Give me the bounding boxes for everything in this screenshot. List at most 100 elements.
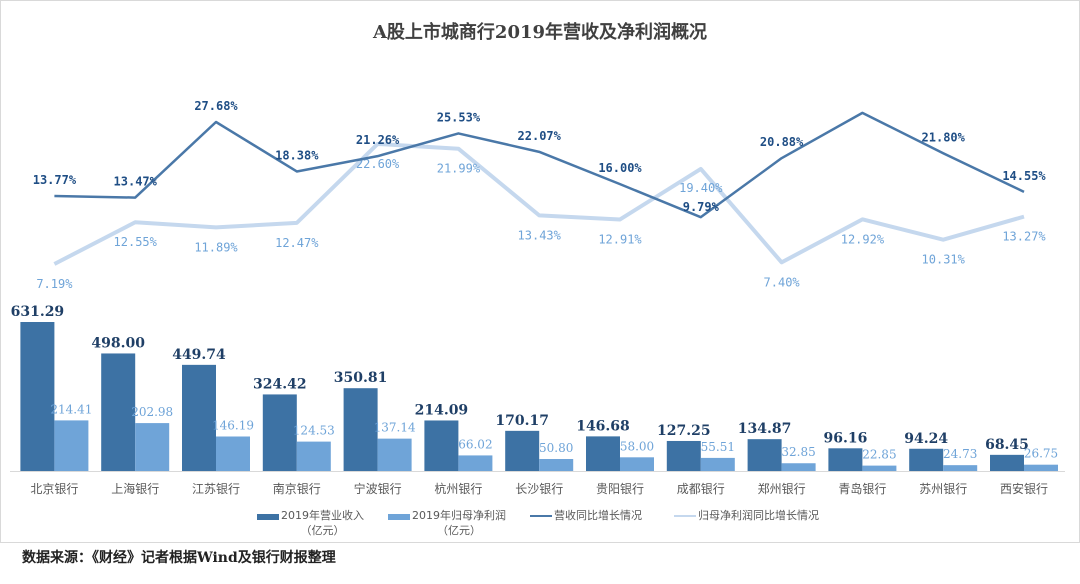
- legend-swatch-net-profit: [388, 514, 410, 520]
- legend-swatch-revenue: [257, 514, 279, 520]
- line-net-profit-growth: [53, 141, 1025, 266]
- x-tick-label: 江苏银行: [192, 482, 240, 496]
- bar-net-profit: [943, 465, 978, 471]
- legend-label: 归母净利润同比增长情况: [698, 509, 819, 522]
- line-net-profit-growth-label: 7.19%: [36, 277, 73, 291]
- bar-revenue-label: 350.81: [334, 370, 388, 386]
- bar-revenue-label: 170.17: [495, 413, 549, 429]
- x-tick-label: 宁波银行: [354, 481, 402, 496]
- line-net-profit-growth-label: 21.99%: [437, 162, 481, 176]
- bar-net-profit-label: 146.19: [212, 418, 254, 432]
- legend-label: 2019年归母净利润: [412, 509, 506, 522]
- bar-revenue-label: 146.68: [576, 418, 630, 434]
- line-revenue-growth-label: 14.55%: [1002, 169, 1046, 183]
- legend-swatch-net-profit-growth: [674, 515, 696, 517]
- line-revenue-growth-label: 22.07%: [518, 129, 562, 143]
- line-net-profit-growth-label: 12.47%: [275, 236, 319, 250]
- source-note: 数据来源：《财经》记者根据Wind及银行财报整理: [22, 550, 336, 566]
- legend-label: 营收同比增长情况: [554, 509, 642, 522]
- bar-revenue-label: 214.09: [415, 402, 469, 418]
- bar-revenue-label: 68.45: [985, 437, 1029, 453]
- line-revenue-growth-label: 16.00%: [598, 161, 642, 175]
- bar-revenue: [747, 439, 782, 471]
- bar-net-profit: [216, 436, 250, 471]
- bar-revenue-label: 498.00: [91, 335, 145, 351]
- legend-item-revenue: 2019年营业收入 （亿元）: [257, 508, 364, 538]
- bar-revenue: [262, 394, 297, 471]
- bar-net-profit-label: 66.02: [458, 437, 492, 451]
- line-net-profit-growth-label: 12.55%: [114, 235, 158, 249]
- bar-net-profit-label: 50.80: [539, 441, 573, 455]
- bar-revenue: [20, 322, 55, 471]
- bar-net-profit: [54, 420, 89, 471]
- bar-net-profit-label: 214.41: [50, 402, 92, 416]
- bar-net-profit: [377, 438, 412, 471]
- bar-revenue: [909, 448, 944, 471]
- bar-net-profit-label: 58.00: [620, 439, 654, 453]
- bar-net-profit-label: 26.75: [1024, 447, 1058, 461]
- bar-net-profit-label: 137.14: [374, 421, 416, 435]
- line-net-profit-growth-label: 12.92%: [841, 232, 885, 246]
- bar-revenue-label: 127.25: [657, 423, 711, 439]
- x-tick-label: 长沙银行: [515, 482, 563, 496]
- legend-item-net-profit: 2019年归母净利润 （亿元）: [388, 508, 506, 538]
- bar-net-profit-label: 32.85: [781, 445, 815, 459]
- legend-label: 2019年营业收入: [281, 509, 364, 522]
- line-net-profit-growth-label: 13.43%: [518, 228, 562, 242]
- bar-revenue: [343, 388, 378, 471]
- line-revenue-growth-label: 18.38%: [275, 148, 319, 162]
- bar-net-profit: [1024, 464, 1058, 471]
- line-net-profit-growth-label: 12.91%: [598, 232, 642, 246]
- bar-net-profit: [781, 463, 816, 471]
- chart-title: A股上市城商行2019年营收及净利润概况: [372, 22, 708, 43]
- x-tick-label: 郑州银行: [758, 481, 806, 496]
- x-tick-label: 上海银行: [111, 481, 159, 496]
- bar-net-profit-label: 124.53: [293, 424, 335, 438]
- bar-net-profit: [296, 441, 331, 471]
- bar-revenue-label: 449.74: [172, 347, 226, 363]
- line-revenue-growth-label: 21.80%: [922, 130, 966, 144]
- bar-net-profit-label: 24.73: [943, 447, 977, 461]
- legend-label-unit: （亿元）: [300, 524, 345, 537]
- line-revenue-growth-label: 27.68%: [194, 99, 238, 113]
- bar-net-profit: [620, 457, 654, 471]
- x-tick-label: 成都银行: [677, 482, 725, 496]
- line-net-profit-growth-label: 7.40%: [764, 275, 801, 289]
- line-revenue-growth-label: 21.26%: [356, 133, 400, 147]
- line-net-profit-growth-label: 10.31%: [922, 253, 966, 267]
- bar-revenue-label: 324.42: [253, 376, 307, 392]
- legend-item-net-profit-growth: 归母净利润同比增长情况: [674, 508, 819, 523]
- line-net-profit-growth-label: 22.60%: [356, 157, 400, 171]
- line-revenue-growth: [54, 111, 1025, 219]
- legend-swatch-revenue-growth: [530, 515, 552, 517]
- x-tick-label: 北京银行: [30, 482, 78, 496]
- bar-net-profit-label: 55.51: [701, 440, 735, 454]
- x-tick-label: 青岛银行: [838, 481, 886, 496]
- bar-net-profit: [135, 423, 170, 471]
- bar-net-profit-label: 202.98: [131, 405, 173, 419]
- x-tick-label: 贵阳银行: [596, 482, 644, 496]
- bar-revenue: [424, 420, 459, 471]
- bar-revenue: [666, 440, 701, 471]
- bar-net-profit: [700, 457, 735, 471]
- x-tick-label: 西安银行: [1000, 481, 1048, 496]
- bar-revenue: [990, 454, 1024, 471]
- bar-revenue: [828, 448, 863, 471]
- x-tick-label: 苏州银行: [919, 482, 967, 496]
- bar-net-profit: [539, 459, 574, 471]
- bar-revenue: [505, 430, 540, 471]
- bar-revenue-label: 96.16: [823, 430, 867, 446]
- bar-revenue-label: 94.24: [904, 431, 948, 447]
- line-net-profit-growth-label: 11.89%: [194, 240, 238, 254]
- legend-item-revenue-growth: 营收同比增长情况: [530, 508, 642, 523]
- line-revenue-growth-label: 25.53%: [437, 110, 481, 124]
- bar-net-profit-label: 22.85: [862, 448, 896, 462]
- bar-revenue-label: 631.29: [11, 304, 65, 320]
- bar-revenue: [586, 436, 620, 471]
- x-tick-label: 南京银行: [273, 481, 321, 496]
- legend-label-unit: （亿元）: [437, 524, 481, 537]
- bar-net-profit: [862, 465, 897, 471]
- line-revenue-growth-label: 20.88%: [760, 135, 804, 149]
